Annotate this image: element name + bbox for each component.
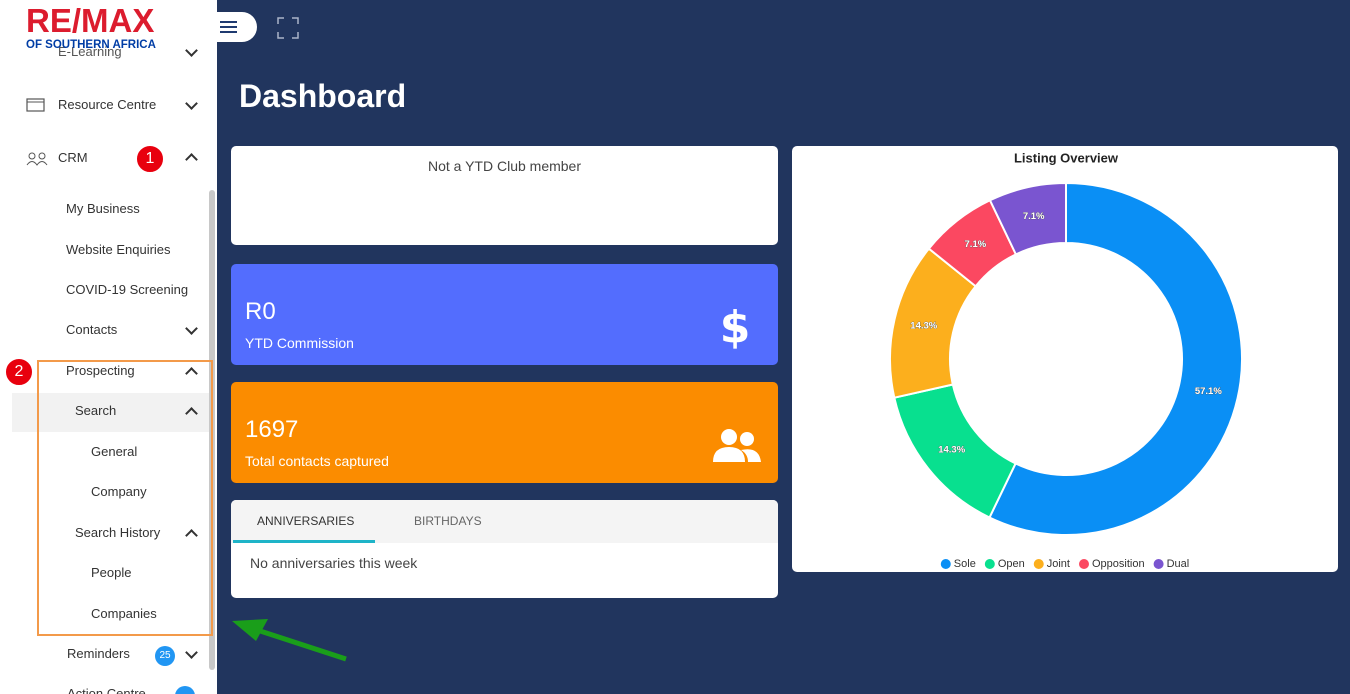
- data-label: 14.3%: [938, 444, 965, 455]
- chart: Listing Overview 57.1% 14.3% 14.3% 7.1% 7.1%…: [889, 150, 1243, 570]
- annotation-marker: 2: [5, 358, 33, 386]
- sidebar: E-Learning Resource Centre CRM 1 My Busi…: [0, 0, 217, 694]
- menu-item[interactable]: Website Enquiries: [66, 242, 171, 257]
- menu-item[interactable]: Prospecting: [66, 363, 135, 378]
- legend-label: Dual: [1167, 558, 1190, 570]
- data-label: 57.1%: [1195, 386, 1222, 397]
- legend-label: Opposition: [1092, 558, 1145, 570]
- annotation-arrow: [232, 619, 347, 662]
- contacts-card: 1697 Total contacts captured: [231, 382, 778, 483]
- tab-indicator: [233, 540, 375, 543]
- highlight-box: [37, 360, 213, 636]
- donut-slice: [988, 181, 1067, 256]
- chart-title: Listing Overview: [1014, 150, 1119, 165]
- chevron[interactable]: [185, 97, 198, 110]
- logo-region: OF SOUTHERN AFRICA: [26, 39, 156, 51]
- legend: Sole Open Joint Opposition Dual: [940, 558, 1190, 570]
- card-text: Not a YTD Club member: [427, 158, 581, 174]
- chevron[interactable]: [185, 153, 198, 166]
- crm-icon: [26, 152, 48, 166]
- menu-item[interactable]: Contacts: [66, 322, 118, 337]
- svg-text:$: $: [720, 306, 751, 350]
- menu-item[interactable]: Action Centre: [67, 686, 146, 694]
- commission-card: R0 YTD Commission $: [231, 264, 778, 365]
- menu-item[interactable]: E-Learning: [58, 44, 122, 59]
- card-label: YTD Commission: [245, 335, 354, 351]
- active-row: [12, 393, 209, 432]
- tab-message: No anniversaries this week: [250, 555, 418, 571]
- annotation-marker: 1: [136, 145, 164, 173]
- data-label: 14.3%: [910, 321, 937, 332]
- events-card: ANNIVERSARIES BIRTHDAYS No anniversaries…: [231, 500, 778, 598]
- tab-bar: [231, 500, 778, 543]
- menu-item[interactable]: People: [91, 565, 132, 580]
- menu-item[interactable]: COVID-19 Screening: [66, 282, 189, 297]
- menu-item[interactable]: Search: [75, 403, 117, 418]
- hamburger-icon: [220, 21, 237, 33]
- legend-swatch: [1078, 559, 1089, 569]
- page-title: Dashboard: [239, 78, 407, 114]
- menu-item[interactable]: CRM: [58, 150, 88, 165]
- legend-swatch: [940, 559, 951, 569]
- card-label: Total contacts captured: [245, 453, 389, 469]
- logo-brand: RE/MAX: [26, 2, 155, 39]
- count-badge: [175, 686, 195, 694]
- data-label: 7.1%: [1023, 211, 1045, 222]
- chevron[interactable]: [185, 646, 198, 659]
- menu-item[interactable]: Company: [91, 484, 147, 499]
- menu-item[interactable]: General: [91, 444, 138, 459]
- menu-item[interactable]: Reminders: [67, 646, 130, 661]
- data-label: 7.1%: [965, 239, 987, 250]
- folder-icon: [26, 98, 45, 112]
- dollar-icon: $: [720, 306, 751, 350]
- donut-slice: [988, 181, 1243, 536]
- legend-swatch: [1033, 559, 1044, 569]
- legend-label: Joint: [1047, 558, 1070, 570]
- chevron[interactable]: [185, 44, 198, 57]
- legend-swatch: [1153, 559, 1164, 569]
- chevron[interactable]: [185, 322, 198, 335]
- legend-label: Open: [998, 558, 1025, 570]
- legend-swatch: [984, 559, 995, 569]
- legend-label: Sole: [954, 558, 976, 570]
- menu-item[interactable]: Resource Centre: [58, 97, 157, 112]
- menu-item[interactable]: Search History: [75, 525, 161, 540]
- menu-toggle[interactable]: [200, 12, 257, 42]
- tab[interactable]: ANNIVERSARIES: [257, 514, 355, 528]
- people-icon: [713, 429, 761, 462]
- menu-item[interactable]: Companies: [91, 606, 157, 621]
- card-value: 1697: [245, 416, 299, 443]
- card-value: R0: [245, 298, 276, 325]
- logo-bg: [0, 0, 210, 40]
- tab[interactable]: BIRTHDAYS: [414, 514, 482, 528]
- chart-card: Listing Overview 57.1% 14.3% 14.3% 7.1% 7.1%…: [792, 146, 1338, 572]
- fullscreen-icon[interactable]: [277, 17, 299, 39]
- count-badge: 25: [155, 646, 175, 666]
- ytd-club-card: Not a YTD Club member: [231, 146, 778, 245]
- menu-item[interactable]: My Business: [66, 201, 140, 216]
